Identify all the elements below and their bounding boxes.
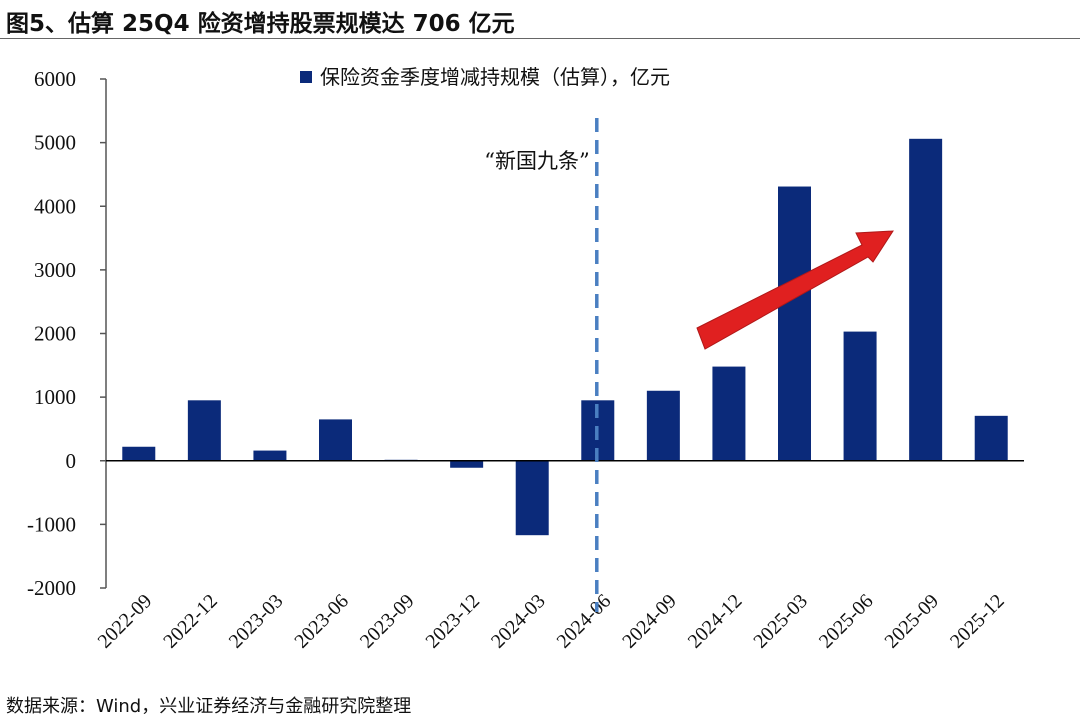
bar-2024-12 — [712, 366, 746, 461]
y-tick-label: 1000 — [34, 385, 76, 409]
y-tick-label: 3000 — [34, 258, 76, 282]
legend-swatch — [300, 71, 312, 83]
x-tick-label: 2025-06 — [815, 590, 878, 653]
figure-title: 图5、估算 25Q4 险资增持股票规模达 706 亿元 — [6, 11, 515, 37]
bar-2023-12 — [450, 460, 484, 468]
x-tick-label: 2023-09 — [356, 590, 419, 653]
y-tick-label: 2000 — [34, 322, 76, 346]
bar-2022-12 — [187, 400, 221, 461]
legend-label: 保险资金季度增减持规模（估算），亿元 — [320, 65, 670, 89]
x-tick-label: 2025-12 — [946, 590, 1009, 653]
x-tick-label: 2024-12 — [684, 590, 747, 653]
bar-2023-03 — [253, 450, 287, 461]
bar-2025-03 — [778, 186, 811, 461]
bar-chart: -2000 -1000 0 1000 2000 3000 4000 5000 6000 2022-… — [27, 65, 1024, 653]
y-tick-label: 4000 — [34, 194, 76, 218]
x-tick-label: 2023-12 — [421, 590, 484, 653]
bar-2025-12 — [974, 415, 1008, 461]
x-tick-label: 2022-09 — [94, 590, 157, 653]
y-tick-label: 6000 — [34, 67, 76, 91]
y-tick-label: 0 — [66, 449, 77, 473]
y-tick-label: -2000 — [27, 576, 76, 600]
x-tick-label: 2023-03 — [225, 590, 288, 653]
y-tick-label: -1000 — [27, 512, 76, 536]
bar-2025-09 — [909, 138, 943, 461]
x-tick-label: 2024-09 — [618, 590, 681, 653]
x-tick-label: 2025-03 — [749, 590, 812, 653]
bar-2025-06 — [843, 331, 877, 461]
y-tick-label: 5000 — [34, 131, 76, 155]
x-tick-label: 2022-12 — [159, 590, 222, 653]
bar-2023-06 — [319, 419, 352, 461]
x-tick-label: 2024-03 — [487, 590, 550, 653]
trend-arrow — [696, 230, 894, 350]
bar-2024-09 — [646, 390, 680, 461]
bar-2022-09 — [122, 446, 156, 461]
policy-annotation: “新国九条” — [484, 149, 589, 173]
bar-2024-03 — [515, 460, 549, 536]
source-note: 数据来源：Wind，兴业证券经济与金融研究院整理 — [6, 696, 412, 717]
x-tick-label: 2024-06 — [553, 590, 616, 653]
x-tick-label: 2023-06 — [290, 590, 353, 653]
title-divider — [0, 38, 1080, 39]
x-tick-label: 2025-09 — [880, 590, 943, 653]
